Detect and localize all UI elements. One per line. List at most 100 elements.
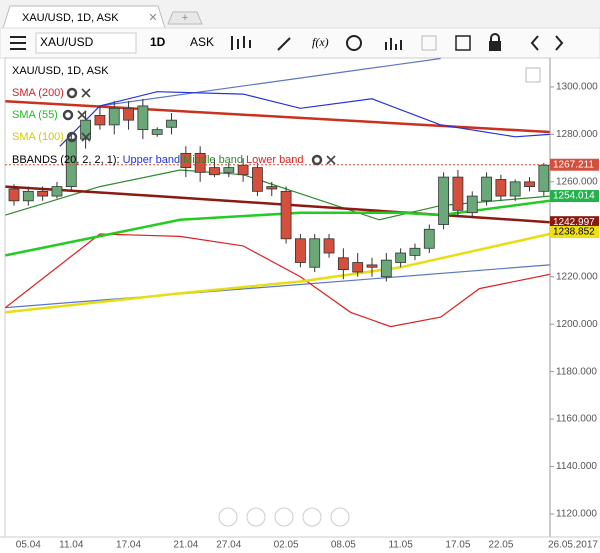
candle-body [495, 179, 507, 197]
y-tick-label: 1140.000 [556, 461, 597, 472]
candle-body [51, 186, 63, 197]
legend-label: SMA (55) [12, 109, 58, 121]
indicators[interactable]: f(x) [312, 35, 329, 49]
bbands-upper: Upper band [123, 154, 181, 166]
candle-body [22, 190, 34, 202]
reset[interactable] [274, 507, 294, 527]
line-series [5, 185, 550, 224]
calculator[interactable] [455, 35, 471, 51]
bbands-label: BBANDS (20, 2, 2, 1): Upper band Middle ba… [12, 154, 304, 166]
period[interactable]: 1D [150, 35, 166, 49]
remove-icon[interactable] [77, 110, 87, 120]
candle-body [280, 190, 292, 240]
plot-frame [4, 57, 551, 538]
zoom-out[interactable] [246, 507, 266, 527]
nav [218, 507, 350, 527]
candle-body [452, 176, 464, 211]
x-tick-label: 11.05 [388, 540, 413, 551]
lock-shackle [490, 33, 500, 41]
calendar[interactable] [421, 35, 437, 51]
line-series [5, 99, 550, 134]
x-tick-label: 17.04 [116, 540, 141, 551]
price-tag-label: 1242.997 [553, 217, 595, 228]
candle-body [209, 167, 220, 176]
price-tag [550, 226, 599, 239]
remove-icon[interactable] [81, 88, 91, 98]
candle-body [380, 259, 392, 278]
price-tag-label: 1267.211 [553, 159, 594, 170]
candle-body [352, 262, 364, 273]
settings-icon[interactable] [66, 87, 78, 99]
expand[interactable] [525, 67, 541, 83]
settings-icon[interactable] [311, 154, 323, 166]
bbands-middle: Middle band [183, 154, 243, 166]
y-tick-label: 1160.000 [556, 414, 597, 425]
candle-body [524, 181, 535, 187]
candle-body [395, 252, 407, 263]
scroll-left[interactable] [530, 35, 539, 51]
tab-close[interactable]: ✕ [148, 12, 157, 24]
settings-icon[interactable] [66, 131, 78, 143]
candle-body [252, 167, 263, 192]
nav-right[interactable] [330, 507, 350, 527]
candle-body [108, 107, 120, 126]
candle-body [538, 164, 550, 192]
line-series [5, 233, 550, 328]
lock[interactable] [489, 41, 501, 51]
plot-marks [5, 58, 550, 328]
y-tick-label: 1300.000 [556, 82, 598, 93]
line-series [59, 91, 550, 147]
new-tab[interactable] [167, 11, 203, 25]
candle-body [309, 238, 321, 268]
draw-tool[interactable] [277, 37, 291, 51]
volume[interactable] [385, 38, 402, 50]
nav-left[interactable] [218, 507, 238, 527]
remove-icon[interactable] [81, 132, 91, 142]
candle-body [423, 228, 435, 249]
bbands-lower: Lower band [246, 154, 304, 166]
candle-body [80, 119, 91, 140]
x-tick-label: 08.05 [331, 540, 356, 551]
candle-body [237, 164, 249, 176]
crosshair[interactable] [346, 35, 362, 51]
price-tag-label: 1254.014 [553, 191, 595, 202]
candle-body [194, 152, 206, 173]
y-tick-label: 1180.000 [556, 366, 597, 377]
candle-body [294, 238, 306, 263]
candle-body [137, 105, 149, 131]
remove-icon[interactable] [326, 155, 336, 165]
scroll-right[interactable] [555, 35, 564, 51]
candle-body [366, 264, 378, 268]
candle-body [151, 129, 163, 135]
price-tag [550, 216, 599, 229]
symbol: XAU/USD [40, 35, 94, 49]
menu-button[interactable] [10, 36, 26, 50]
candle-body [438, 176, 450, 225]
candle-body [180, 152, 192, 169]
price-tag [550, 190, 599, 203]
side[interactable]: ASK [190, 35, 214, 49]
candle-body [323, 238, 335, 254]
candle-body [123, 107, 134, 121]
settings-icon[interactable] [62, 109, 74, 121]
new-tab-label: + [182, 12, 188, 24]
symbol-box[interactable] [35, 32, 137, 54]
line-series [5, 199, 550, 257]
candle-body [65, 138, 77, 187]
line-series [5, 264, 550, 309]
chart-type[interactable] [231, 36, 251, 50]
zoom-in[interactable] [302, 507, 322, 527]
candle-body [337, 257, 349, 271]
chart-title: XAU/USD, 1D, ASK [12, 65, 109, 77]
x-tick-label: 17.05 [445, 540, 470, 551]
y-tick-label: 1220.000 [556, 271, 598, 282]
plot: XAU/USD, 1D, ASK [4, 57, 551, 538]
x-tick-label: 05.04 [16, 540, 41, 551]
candle-body [223, 167, 235, 173]
candle-body [409, 247, 421, 256]
x-tick-label: 21.04 [173, 540, 198, 551]
candle-body [466, 195, 478, 214]
toolbar: XAU/USD 1D ASK f(x) [0, 27, 600, 59]
y-tick-label: 1260.000 [556, 176, 598, 187]
candle-body [266, 186, 278, 190]
